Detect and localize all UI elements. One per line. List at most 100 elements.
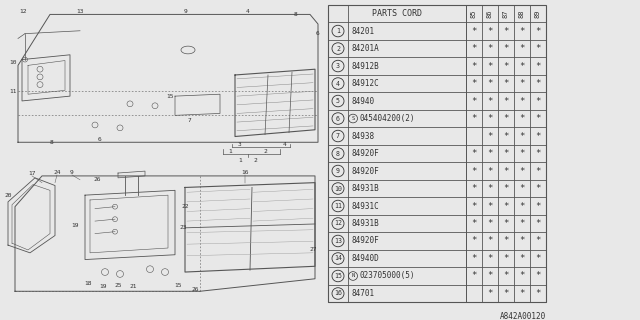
Text: 15: 15 [174,283,182,288]
Text: 19: 19 [99,284,107,289]
Text: 11: 11 [9,89,17,94]
Text: *: * [535,236,541,245]
Text: S: S [351,116,355,121]
Text: 16: 16 [334,291,342,297]
Text: *: * [471,61,477,70]
Text: 13: 13 [76,9,84,14]
Text: *: * [503,254,509,263]
Text: *: * [519,114,525,123]
Text: *: * [503,219,509,228]
Text: 1: 1 [228,149,232,154]
Text: 89: 89 [535,9,541,18]
Text: 84920F: 84920F [352,236,380,245]
Bar [328,5,546,302]
Text: 26: 26 [191,287,199,292]
Text: 84938: 84938 [352,132,375,140]
Text: *: * [471,254,477,263]
Text: *: * [487,27,493,36]
Text: 84940: 84940 [352,97,375,106]
Text: 9: 9 [70,170,74,175]
Text: 15: 15 [166,94,173,99]
Text: 23: 23 [179,225,187,230]
Text: *: * [471,27,477,36]
Text: 4: 4 [246,9,250,14]
Text: 19: 19 [71,223,79,228]
Text: *: * [519,202,525,211]
Text: 10: 10 [334,186,342,191]
Text: *: * [519,79,525,88]
Text: *: * [471,202,477,211]
Text: *: * [535,149,541,158]
Text: *: * [487,61,493,70]
Text: 84931B: 84931B [352,219,380,228]
Text: 2: 2 [336,45,340,52]
Text: 84931B: 84931B [352,184,380,193]
Text: *: * [535,79,541,88]
Text: *: * [503,236,509,245]
Text: 5: 5 [336,98,340,104]
Text: *: * [487,166,493,175]
Text: *: * [503,27,509,36]
Text: *: * [535,97,541,106]
Text: 3: 3 [336,63,340,69]
Text: *: * [487,202,493,211]
Text: *: * [535,184,541,193]
Text: 11: 11 [334,203,342,209]
Text: *: * [519,184,525,193]
Text: *: * [471,114,477,123]
Text: N: N [351,274,355,278]
Text: *: * [503,44,509,53]
Text: *: * [471,166,477,175]
Text: *: * [487,184,493,193]
Text: 27: 27 [309,247,317,252]
Text: *: * [471,44,477,53]
Text: *: * [503,149,509,158]
Text: *: * [503,61,509,70]
Text: *: * [535,254,541,263]
Text: 14: 14 [334,255,342,261]
Text: 84912B: 84912B [352,61,380,70]
Text: 8: 8 [50,140,54,145]
Text: 21: 21 [129,284,137,289]
Text: 4: 4 [283,142,287,147]
Text: 84920F: 84920F [352,166,380,175]
Text: *: * [471,97,477,106]
Text: 84701: 84701 [352,289,375,298]
Text: 26: 26 [93,177,100,182]
Text: *: * [535,27,541,36]
Text: 3: 3 [238,142,242,147]
Text: 13: 13 [334,238,342,244]
Text: *: * [519,271,525,281]
Text: *: * [503,114,509,123]
Text: *: * [535,202,541,211]
Text: *: * [535,132,541,140]
Text: 6: 6 [316,31,320,36]
Text: *: * [535,114,541,123]
Text: 12: 12 [19,9,27,14]
Text: 16: 16 [241,170,249,175]
Text: *: * [487,219,493,228]
Text: *: * [535,61,541,70]
Text: *: * [487,44,493,53]
Text: *: * [503,132,509,140]
Text: 023705000(5): 023705000(5) [359,271,415,281]
Text: 045404200(2): 045404200(2) [359,114,415,123]
Text: *: * [471,79,477,88]
Text: 87: 87 [503,9,509,18]
Text: 6: 6 [336,116,340,122]
Text: 22: 22 [181,204,189,209]
Text: 18: 18 [84,281,92,286]
Text: 8: 8 [293,12,297,17]
Text: 2: 2 [263,149,267,154]
Text: 9: 9 [336,168,340,174]
Text: *: * [535,289,541,298]
Text: *: * [487,289,493,298]
Text: 1: 1 [336,28,340,34]
Text: *: * [471,184,477,193]
Text: *: * [503,271,509,281]
Text: *: * [519,236,525,245]
Text: *: * [487,271,493,281]
Text: *: * [519,254,525,263]
Text: 7: 7 [336,133,340,139]
Text: *: * [519,219,525,228]
